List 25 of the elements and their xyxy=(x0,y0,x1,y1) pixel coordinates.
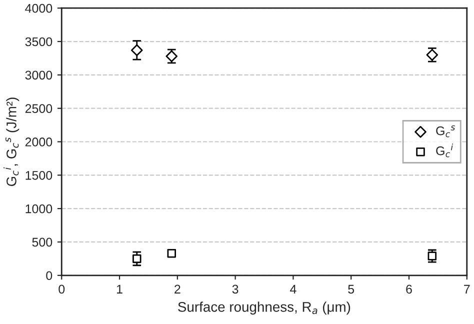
y-tick-label: 4000 xyxy=(25,4,52,13)
x-tick-label: 7 xyxy=(464,284,470,294)
y-tick-label: 1500 xyxy=(26,170,52,180)
y-tick-label: 1000 xyxy=(26,204,52,214)
point xyxy=(132,254,142,264)
x-tick-label: 1 xyxy=(116,284,122,294)
legend-label: G$_{c}$$^{i}$ xyxy=(436,144,454,158)
x-tick-label: 3 xyxy=(232,284,238,294)
point xyxy=(167,248,176,258)
y-tick-label: 500 xyxy=(32,238,52,247)
y-tick-label: 3500 xyxy=(25,37,52,46)
legend-label: G$_{c}$$^{s}$ xyxy=(436,125,456,138)
y-tick-label: 2500 xyxy=(25,104,52,113)
x-tick-label: 2 xyxy=(174,284,180,294)
y-axis-title: G$_{c}$$^{i}$, G$_{c}$$^{s}$ (J/m²) xyxy=(4,98,20,186)
y-tick-label: 2000 xyxy=(25,138,52,146)
x-axis-title: Surface roughness, R$_{a}$ (μm) xyxy=(178,302,350,315)
x-tick-label: 4 xyxy=(290,284,296,294)
y-tick-label: 3000 xyxy=(25,70,52,80)
y-tick-label: 0 xyxy=(46,271,52,280)
x-tick-label: 0 xyxy=(58,284,65,294)
point xyxy=(130,44,143,56)
x-tick-label: 5 xyxy=(348,284,354,294)
x-tick-label: 6 xyxy=(406,284,412,294)
point xyxy=(428,252,437,260)
